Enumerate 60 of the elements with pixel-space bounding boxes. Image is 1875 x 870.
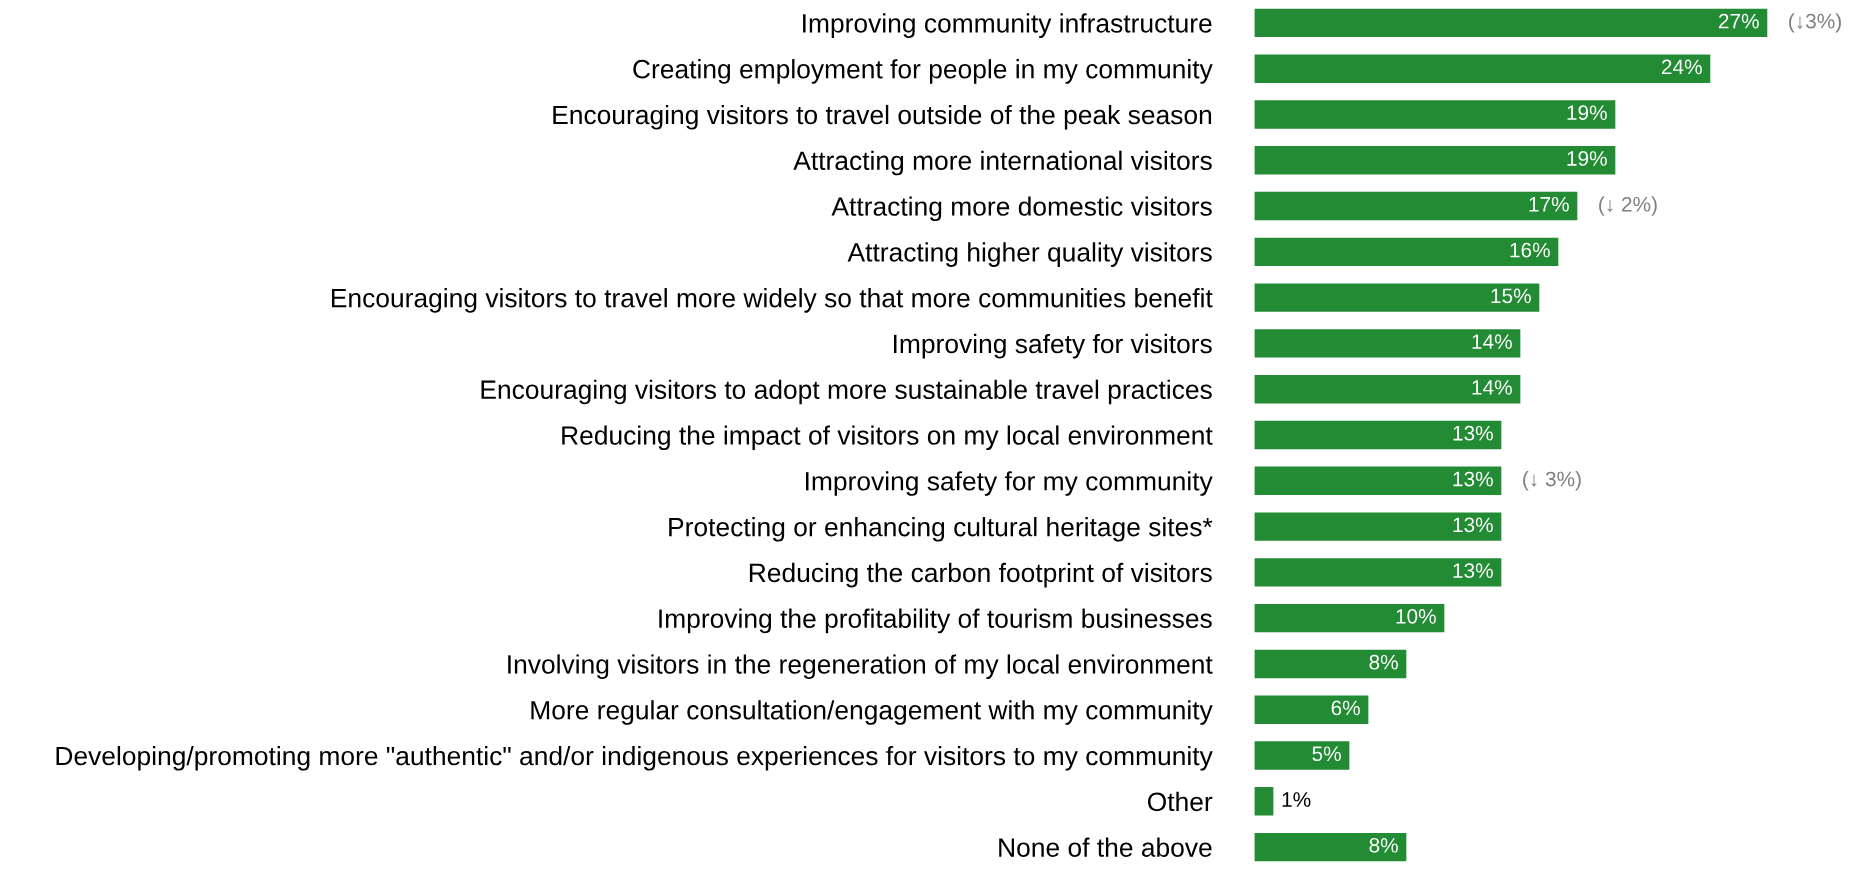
y-tick-label: Reducing the impact of visitors on my local environment <box>562 425 1213 451</box>
bar <box>1254 375 1521 404</box>
y-tick-label: Involving visitors in the regeneration of my local environment <box>508 654 1213 679</box>
bar <box>1254 695 1369 724</box>
bar <box>1254 237 1559 267</box>
y-tick-label: Reducing the carbon footprint of visitors <box>749 562 1212 588</box>
bar <box>1254 283 1540 312</box>
data-label: 17% <box>1529 196 1569 212</box>
y-tick-label: Creating employment for people in my community <box>633 59 1213 84</box>
y-tick-label: Protecting or enhancing cultural heritage sites* <box>669 517 1213 542</box>
bar <box>1254 558 1502 587</box>
bar <box>1254 466 1502 495</box>
y-tick-label: Encouraging visitors to adopt more sustainable travel practices <box>481 379 1212 405</box>
bar <box>1254 741 1350 770</box>
data-label: 19% <box>1567 105 1607 121</box>
y-tick-label: Developing/promoting more "authentic" and/or indigenous experiences for visitors to my community <box>56 745 1213 771</box>
data-label: 13% <box>1453 471 1493 487</box>
bar <box>1254 603 1445 633</box>
data-label: 15% <box>1491 288 1531 304</box>
y-tick-label: Attracting more international visitors <box>793 150 1212 176</box>
data-label: 8% <box>1369 837 1398 853</box>
data-label: 14% <box>1472 380 1512 395</box>
y-tick-label: Improving community infrastructure <box>803 13 1212 38</box>
bar <box>1254 146 1616 175</box>
data-label: 6% <box>1331 700 1360 716</box>
data-label: 1% <box>1282 792 1311 807</box>
data-label: 13% <box>1453 517 1493 533</box>
annotation: (↓3%) <box>1789 13 1841 33</box>
annotation: (↓ 3%) <box>1523 471 1581 491</box>
bar <box>1254 832 1407 862</box>
y-tick-label: Encouraging visitors to travel outside of the peak season <box>553 104 1212 130</box>
y-tick-label: Improving safety for visitors <box>894 333 1212 359</box>
data-label: 24% <box>1661 59 1702 75</box>
y-tick-label: Attracting higher quality visitors <box>847 242 1212 267</box>
bar <box>1254 54 1711 83</box>
bar <box>1254 100 1616 129</box>
data-label: 16% <box>1510 242 1550 258</box>
bar <box>1254 420 1502 450</box>
bar <box>1254 191 1578 221</box>
data-label: 27% <box>1718 13 1759 29</box>
data-label: 13% <box>1453 563 1493 578</box>
y-tick-label: Improving safety for my community <box>806 471 1213 496</box>
data-label: 13% <box>1453 425 1493 441</box>
bar <box>1254 649 1407 679</box>
data-label: 19% <box>1567 151 1607 166</box>
y-tick-label: More regular consultation/engagement with my community <box>531 700 1213 725</box>
data-label: 5% <box>1312 746 1341 762</box>
bar <box>1254 8 1768 38</box>
bar <box>1254 512 1502 541</box>
data-label: 14% <box>1472 334 1512 349</box>
y-tick-label: None of the above <box>999 837 1212 857</box>
y-tick-label: Other <box>1147 791 1213 812</box>
annotation: (↓ 2%) <box>1599 196 1657 216</box>
bar <box>1254 329 1521 358</box>
y-tick-label: Attracting more domestic visitors <box>831 196 1212 222</box>
y-tick-label: Encouraging visitors to travel more widely so that more communities benefit <box>331 288 1213 313</box>
y-tick-label: Improving the profitability of tourism businesses <box>659 608 1212 634</box>
bar <box>1254 787 1274 816</box>
data-label: 8% <box>1369 654 1398 670</box>
data-label: 10% <box>1396 609 1436 624</box>
